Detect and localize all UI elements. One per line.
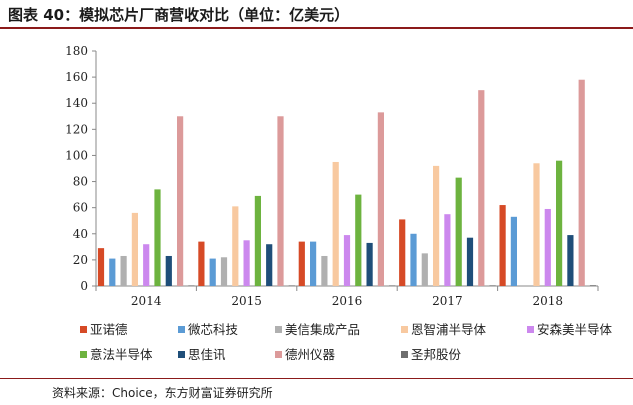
bar-9-2014: [188, 285, 195, 286]
legend-swatch: [178, 351, 185, 358]
legend-label: 安森美半导体: [537, 322, 613, 337]
bar-8-2015: [277, 116, 284, 287]
x-tick-label: 2016: [332, 294, 363, 308]
bar-2-2017: [410, 233, 417, 286]
bar-9-2018: [589, 285, 597, 286]
bar-2-2016: [310, 241, 317, 286]
bar-2-2015: [209, 258, 216, 286]
y-tick-label: 180: [65, 44, 88, 58]
legend-swatch: [401, 351, 408, 358]
bar-2-2014: [109, 258, 116, 286]
bar-4-2016: [332, 161, 339, 286]
title-divider: [0, 27, 633, 29]
bar-5-2018: [544, 208, 551, 286]
bar-6-2014: [154, 189, 161, 286]
legend-swatch: [80, 326, 87, 333]
bar-4-2014: [131, 212, 138, 286]
bar-3-2015: [220, 257, 228, 286]
bar-9-2015: [288, 285, 295, 286]
bar-6-2018: [556, 160, 563, 286]
bar-8-2017: [478, 90, 485, 287]
bar-5-2016: [343, 235, 351, 286]
bar-5-2017: [444, 214, 451, 286]
chart-axes: 0 20 40 60 80 100 120 140 160 180 2014 2015 2016 2017…: [65, 44, 599, 308]
bar-1-2017: [399, 219, 406, 286]
y-tick-label: 0: [80, 279, 88, 293]
bar-9-2016: [389, 285, 396, 286]
y-tick-label: 20: [73, 253, 88, 267]
bar-1-2018: [499, 205, 506, 286]
bar-3-2017: [421, 253, 428, 286]
bar-1-2016: [298, 241, 305, 286]
y-tick-label: 40: [73, 227, 88, 241]
x-tick-label: 2018: [533, 294, 564, 308]
x-tick-label: 2014: [131, 294, 162, 308]
legend-swatch: [178, 326, 185, 333]
bar-7-2016: [366, 242, 373, 286]
source-note: 资料来源：Choice，东方财富证券研究所: [52, 386, 273, 400]
legend-swatch: [275, 351, 282, 358]
bar-7-2017: [466, 237, 474, 286]
bar-7-2015: [266, 244, 273, 286]
legend-label: 微芯科技: [188, 322, 239, 337]
legend-label: 美信集成产品: [285, 322, 360, 337]
bar-8-2016: [377, 112, 384, 286]
bar-4-2017: [433, 165, 440, 286]
legend-label: 思佳讯: [188, 347, 226, 362]
bar-5-2014: [143, 244, 150, 286]
bar-3-2014: [120, 255, 127, 286]
bar-6-2015: [254, 195, 261, 286]
x-tick-label: 2017: [432, 294, 463, 308]
bar-6-2017: [455, 177, 462, 286]
bar-6-2016: [355, 194, 362, 286]
bar-4-2015: [232, 206, 239, 286]
bar-9-2017: [489, 285, 496, 286]
y-tick-label: 100: [65, 148, 88, 162]
legend-swatch: [527, 326, 534, 333]
revenue-bar-chart: 0 20 40 60 80 100 120 140 160 180 2014 2015 2016 2017…: [65, 44, 613, 362]
legend-label: 意法半导体: [90, 347, 153, 362]
chart-bars: [97, 79, 597, 287]
y-tick-label: 140: [65, 96, 88, 110]
bar-2-2018: [510, 216, 517, 286]
bar-7-2018: [567, 235, 574, 286]
bar-8-2018: [578, 79, 585, 286]
bar-1-2014: [97, 248, 105, 286]
legend-swatch: [401, 326, 408, 333]
bar-8-2014: [177, 116, 184, 287]
y-tick-label: 60: [73, 201, 88, 215]
legend-label: 圣邦股份: [411, 347, 462, 362]
legend-label: 德州仪器: [285, 347, 336, 362]
legend-label: 亚诺德: [90, 322, 128, 337]
bar-7-2014: [165, 255, 172, 286]
legend-swatch: [80, 351, 87, 358]
y-tick-label: 160: [65, 70, 88, 84]
legend-swatch: [275, 326, 282, 333]
y-tick-label: 120: [65, 122, 88, 136]
bar-4-2018: [533, 163, 540, 286]
bar-5-2015: [243, 240, 250, 286]
x-tick-label: 2015: [231, 294, 262, 308]
bar-1-2015: [198, 241, 205, 286]
bar-3-2016: [321, 255, 328, 286]
legend-label: 恩智浦半导体: [411, 322, 487, 337]
source-divider: [0, 378, 633, 379]
y-tick-label: 80: [73, 175, 88, 189]
chart-title: 图表 40：模拟芯片厂商营收对比（单位：亿美元）: [8, 6, 350, 24]
